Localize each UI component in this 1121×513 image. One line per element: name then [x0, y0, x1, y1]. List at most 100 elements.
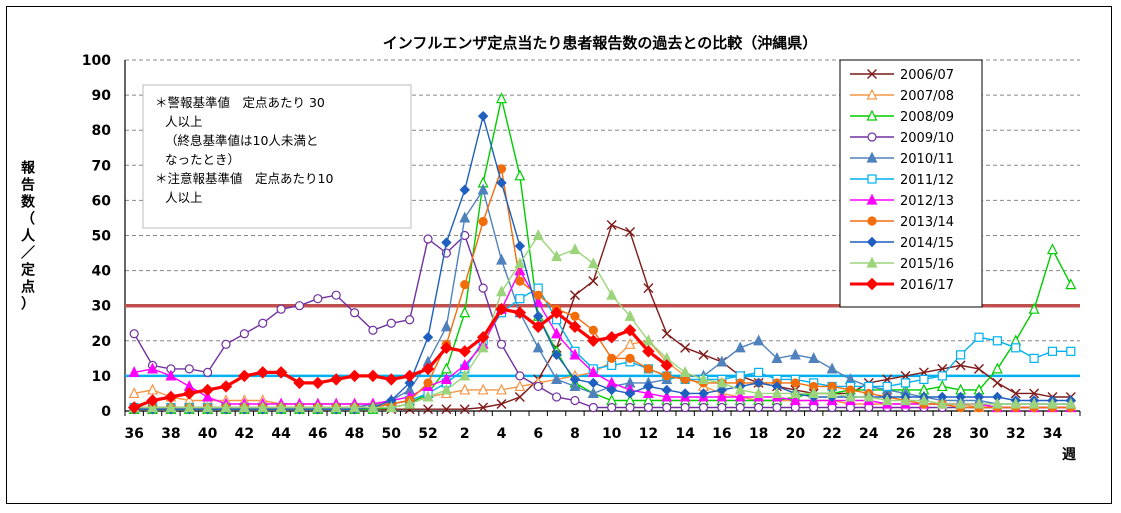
data-point [606, 384, 617, 396]
data-point [477, 183, 489, 195]
chart-title: インフルエンザ定点当たり患者報告数の過去との比較（沖縄県） [383, 34, 817, 52]
annotation-line: なったとき） [165, 152, 240, 167]
data-point [735, 402, 745, 413]
data-point [936, 397, 948, 409]
y-axis-label: 報告数（人／定点） [21, 160, 36, 313]
data-point [294, 301, 305, 311]
data-point [459, 359, 471, 370]
data-point [789, 387, 801, 399]
data-point [496, 339, 507, 349]
data-point [991, 397, 1003, 409]
legend-frame [839, 59, 983, 308]
data-point [754, 367, 764, 377]
data-point [147, 401, 159, 413]
data-point [459, 404, 470, 415]
data-point [569, 243, 581, 255]
data-point [867, 132, 877, 142]
data-point [1011, 343, 1021, 353]
data-point [826, 362, 838, 374]
data-point [625, 226, 636, 237]
data-point [440, 341, 453, 355]
x-tick-label: 20 [786, 426, 806, 442]
data-point [568, 320, 582, 333]
data-point [368, 325, 378, 335]
y-axis-label-char: ／ [21, 246, 35, 262]
data-point [587, 366, 599, 377]
x-tick-label: 14 [675, 426, 695, 442]
data-point [661, 384, 672, 396]
data-point [128, 366, 140, 377]
legend-label: 2011/12 [900, 173, 954, 188]
data-point [203, 367, 213, 377]
x-tick-label: 46 [308, 426, 327, 442]
data-point [973, 363, 984, 374]
x-tick-label: 4 [497, 426, 507, 442]
data-point [717, 402, 727, 413]
data-point [165, 401, 177, 413]
data-point [349, 401, 361, 413]
data-point [588, 377, 599, 389]
series-2015-16 [128, 229, 1077, 413]
data-point [679, 366, 691, 377]
data-point [311, 376, 325, 390]
x-tick-label: 2 [460, 426, 470, 442]
data-point [1065, 278, 1077, 290]
y-tick-label: 100 [82, 53, 111, 69]
data-point [423, 404, 434, 415]
data-point [867, 174, 877, 184]
data-point [661, 328, 672, 339]
data-point [866, 236, 878, 248]
data-point [624, 309, 636, 321]
x-tick-label: 24 [859, 426, 879, 442]
x-tick-label: 12 [639, 426, 658, 442]
data-point [867, 69, 877, 79]
series-line [134, 269, 1071, 409]
legend-item: 2016/17 [850, 277, 954, 293]
data-point [385, 373, 398, 386]
data-point [551, 392, 562, 402]
data-point [386, 318, 396, 328]
data-point [698, 349, 709, 360]
data-point [331, 290, 341, 300]
x-tick-label: 26 [896, 426, 915, 442]
data-point [937, 371, 947, 381]
data-point [588, 325, 598, 335]
data-point [515, 294, 525, 304]
data-point [680, 342, 691, 353]
x-tick-label: 22 [822, 426, 841, 442]
data-point [403, 369, 416, 383]
y-tick-label: 60 [92, 193, 112, 209]
data-point [716, 390, 728, 402]
legend-item: 2008/09 [850, 109, 954, 125]
legend: 2006/07 2007/08 2008/09 2009/10 2010/11 2011/… [839, 59, 983, 308]
data-point [642, 387, 654, 399]
y-axis-label-char: （ [21, 212, 35, 228]
data-point [662, 371, 672, 381]
data-point [716, 376, 728, 388]
data-point [239, 329, 249, 339]
data-point [789, 394, 801, 406]
data-point [607, 402, 617, 413]
y-axis-label-char: 定 [21, 262, 35, 279]
annotation-line: 人以上 [165, 114, 203, 129]
data-point [808, 387, 820, 399]
x-tick-label: 6 [533, 426, 543, 442]
data-point [329, 373, 343, 386]
data-point [312, 401, 324, 413]
data-point [643, 402, 654, 413]
x-tick-label: 8 [570, 426, 580, 442]
data-point [275, 401, 287, 413]
x-tick-label: 42 [235, 426, 254, 442]
y-axis-label-char: 告 [21, 177, 35, 194]
data-point [734, 383, 746, 395]
data-point [440, 320, 452, 332]
y-axis-label-char: ） [21, 297, 35, 313]
legend-item: 2015/16 [850, 256, 954, 272]
data-point [477, 341, 489, 353]
data-point [734, 341, 746, 353]
data-point [1046, 243, 1058, 255]
data-point [551, 373, 563, 385]
data-point [477, 110, 489, 122]
